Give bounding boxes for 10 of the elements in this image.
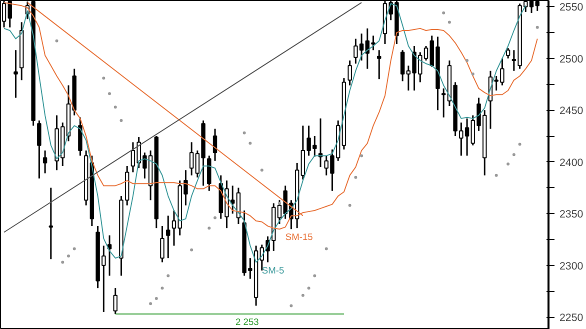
y-tick-label: 2400 [560,156,584,169]
y-tick-label: 2450 [560,105,584,118]
y-tick-label: 2350 [560,208,584,221]
y-tick-label: 2550 [560,2,584,14]
y-tick-label: 2250 [560,312,584,324]
series-label: SM-15 [285,232,313,242]
y-tick-label: 2300 [560,260,584,272]
series-label: SM-5 [262,265,284,276]
y-tick-label: 2500 [560,53,584,66]
series-label: 2 253 [236,316,259,327]
